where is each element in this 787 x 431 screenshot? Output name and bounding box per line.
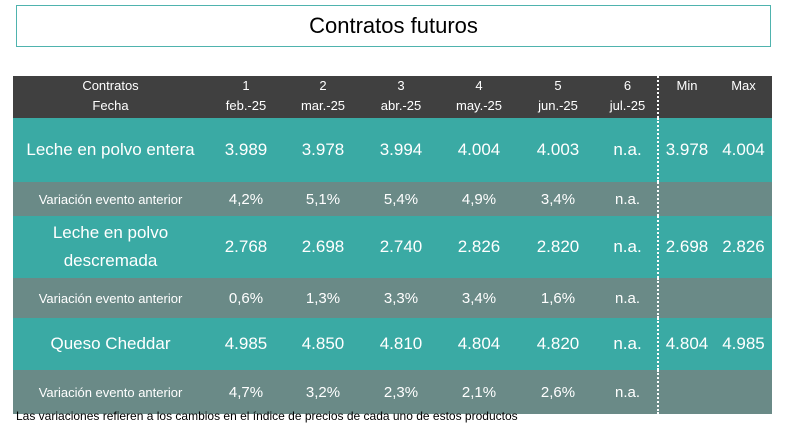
cell-value: 2.698: [284, 216, 362, 278]
header-contract-3: 3 abr.-25: [362, 76, 440, 118]
cell-value: 4.820: [518, 318, 598, 370]
cell-min: 3.978: [657, 118, 715, 182]
cell-value: 4.004: [440, 118, 518, 182]
row-name: Leche en polvo entera: [13, 118, 208, 182]
cell-value: n.a.: [598, 370, 658, 414]
cell-value: 3.994: [362, 118, 440, 182]
cell-value: 4.850: [284, 318, 362, 370]
cell-min: 4.804: [657, 318, 715, 370]
table-header-row: Contratos Fecha 1 feb.-25 2 mar.-25 3 abr.-…: [13, 76, 772, 118]
cell-value: n.a.: [598, 118, 658, 182]
cell-value: 4.985: [208, 318, 284, 370]
cell-max: [715, 182, 772, 216]
cell-min: 2.698: [657, 216, 715, 278]
cell-value: 2.740: [362, 216, 440, 278]
table-row: Variación evento anterior 4,2% 5,1% 5,4%…: [13, 182, 772, 216]
cell-value: 2,3%: [362, 370, 440, 414]
cell-value: n.a.: [598, 278, 658, 318]
cell-value: 4,7%: [208, 370, 284, 414]
cell-min: [657, 278, 715, 318]
table-row: Leche en polvo descremada 2.768 2.698 2.…: [13, 216, 772, 278]
row-name: Variación evento anterior: [13, 182, 208, 216]
cell-value: 4.810: [362, 318, 440, 370]
futures-table: Contratos Fecha 1 feb.-25 2 mar.-25 3 abr.-…: [13, 76, 772, 414]
row-name: Variación evento anterior: [13, 370, 208, 414]
footnote: Las variaciones refieren a los cambios e…: [16, 409, 518, 423]
cell-value: 5,4%: [362, 182, 440, 216]
cell-value: 1,3%: [284, 278, 362, 318]
row-name: Queso Cheddar: [13, 318, 208, 370]
cell-value: 3.989: [208, 118, 284, 182]
row-name: Variación evento anterior: [13, 278, 208, 318]
cell-value: 3.978: [284, 118, 362, 182]
cell-value: 2.820: [518, 216, 598, 278]
cell-value: 3,2%: [284, 370, 362, 414]
cell-value: 3,4%: [518, 182, 598, 216]
cell-value: 0,6%: [208, 278, 284, 318]
header-max: Max: [715, 76, 772, 118]
header-contract-4: 4 may.-25: [440, 76, 518, 118]
header-contract-6: 6 jul.-25: [598, 76, 658, 118]
cell-value: 2.826: [440, 216, 518, 278]
table-row: Queso Cheddar 4.985 4.850 4.810 4.804 4.…: [13, 318, 772, 370]
cell-max: 2.826: [715, 216, 772, 278]
cell-max: 4.004: [715, 118, 772, 182]
header-contract-5: 5 jun.-25: [518, 76, 598, 118]
header-contratos: Contratos: [82, 78, 139, 93]
header-fecha: Fecha: [92, 98, 129, 113]
cell-max: [715, 370, 772, 414]
cell-min: [657, 182, 715, 216]
cell-value: 2.768: [208, 216, 284, 278]
header-label-cell: Contratos Fecha: [13, 76, 208, 118]
cell-value: 3,3%: [362, 278, 440, 318]
cell-value: 2,6%: [518, 370, 598, 414]
header-contract-1: 1 feb.-25: [208, 76, 284, 118]
page-title: Contratos futuros: [16, 5, 771, 47]
cell-value: 5,1%: [284, 182, 362, 216]
cell-max: 4.985: [715, 318, 772, 370]
row-name: Leche en polvo descremada: [13, 216, 208, 278]
cell-max: [715, 278, 772, 318]
cell-value: 2,1%: [440, 370, 518, 414]
cell-value: n.a.: [598, 318, 658, 370]
cell-value: n.a.: [598, 182, 658, 216]
cell-value: 4.804: [440, 318, 518, 370]
cell-value: 4.003: [518, 118, 598, 182]
table-row: Variación evento anterior 4,7% 3,2% 2,3%…: [13, 370, 772, 414]
cell-value: n.a.: [598, 216, 658, 278]
cell-value: 4,2%: [208, 182, 284, 216]
cell-value: 4,9%: [440, 182, 518, 216]
header-contract-2: 2 mar.-25: [284, 76, 362, 118]
header-min: Min: [657, 76, 715, 118]
cell-min: [657, 370, 715, 414]
cell-value: 3,4%: [440, 278, 518, 318]
cell-value: 1,6%: [518, 278, 598, 318]
table-row: Leche en polvo entera 3.989 3.978 3.994 …: [13, 118, 772, 182]
table-row: Variación evento anterior 0,6% 1,3% 3,3%…: [13, 278, 772, 318]
